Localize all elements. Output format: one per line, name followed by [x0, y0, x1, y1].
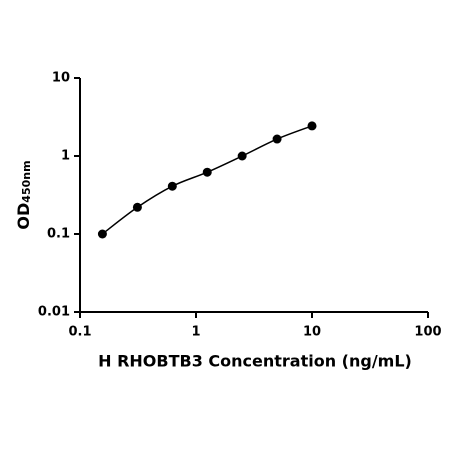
point — [307, 121, 317, 131]
fit-line — [101, 125, 313, 235]
point — [132, 202, 142, 212]
x-tick-label: 100 — [414, 325, 441, 340]
y-tick-label: 0.01 — [38, 305, 70, 320]
point — [97, 229, 107, 239]
y-axis-label-sub: 450nm — [20, 160, 33, 202]
point — [237, 151, 247, 161]
x-tick-label: 0.1 — [68, 325, 91, 340]
x-axis-label: H RHOBTB3 Concentration (ng/mL) — [98, 352, 412, 371]
point — [202, 167, 212, 177]
y-tick-label: 10 — [52, 71, 70, 86]
x-tick-label: 1 — [191, 325, 200, 340]
y-tick-label: 0.1 — [47, 227, 70, 242]
y-axis-label-main: OD — [14, 203, 33, 230]
point — [167, 181, 177, 191]
x-tick-label: 10 — [303, 325, 321, 340]
point — [272, 134, 282, 144]
y-axis-label: OD450nm — [14, 160, 34, 229]
y-tick-label: 1 — [61, 149, 70, 164]
